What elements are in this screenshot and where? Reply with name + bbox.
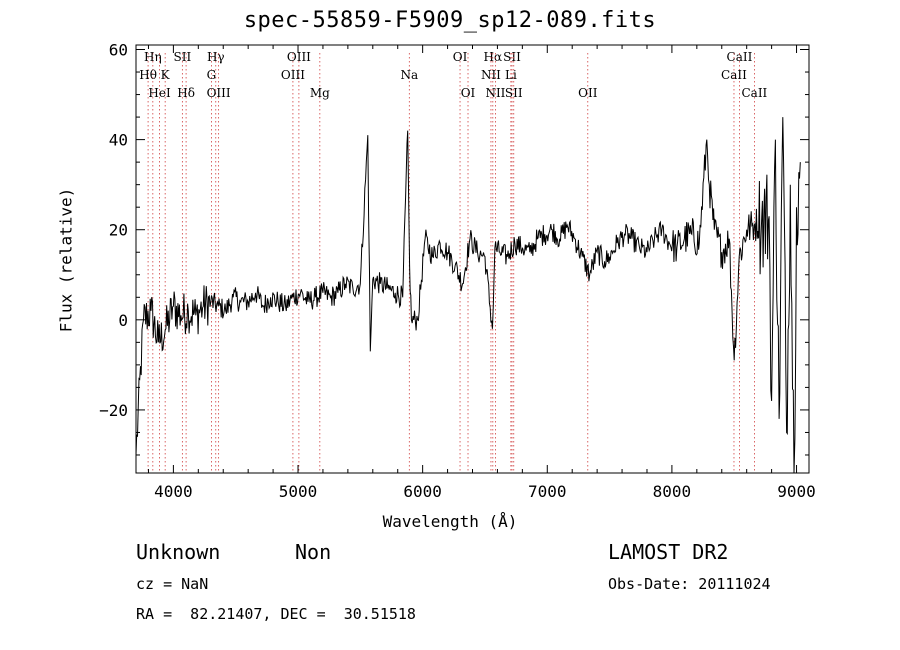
spectral-line-label: Hδ xyxy=(177,86,195,100)
spectral-line-label: SII xyxy=(503,50,521,64)
spectral-line-label: CaII xyxy=(727,50,753,64)
spectral-line-label: SII xyxy=(505,86,523,100)
survey-name: LAMOST DR2 xyxy=(608,540,729,564)
spectral-line-label: OI xyxy=(453,50,468,64)
spectral-line-label: NII xyxy=(481,68,501,82)
axis-ticks: 4000 5000 6000 7000 8000 9000 −20 0 20 40 60 xyxy=(99,41,816,501)
x-tick-label: 7000 xyxy=(528,482,567,501)
spectral-line-label: K xyxy=(161,68,171,82)
y-axis-label: Flux (relative) xyxy=(56,187,76,333)
spectral-line-label: CaII xyxy=(721,68,747,82)
spectral-line-label: OI xyxy=(461,86,476,100)
y-tick-label: 60 xyxy=(109,41,128,60)
x-tick-label: 5000 xyxy=(279,482,318,501)
x-axis-label: Wavelength (Å) xyxy=(382,512,518,531)
spectral-line-label: Hη xyxy=(144,50,162,64)
chart-title: spec-55859-F5909_sp12-089.fits xyxy=(243,8,657,33)
spectral-line-label: Hα xyxy=(484,50,503,64)
object-class: Unknown xyxy=(136,540,221,564)
x-tick-label: 6000 xyxy=(403,482,442,501)
spectral-line-label: Hθ xyxy=(139,68,157,82)
spectral-line-label: Hγ xyxy=(207,50,225,64)
y-tick-label: 40 xyxy=(109,131,128,150)
spectral-line-label: SII xyxy=(174,50,192,64)
y-tick-label: 20 xyxy=(109,221,128,240)
plot-frame xyxy=(135,44,810,474)
observation-date: Obs-Date: 20111024 xyxy=(608,575,771,593)
spectral-line-label: Na xyxy=(400,68,418,82)
x-tick-label: 4000 xyxy=(154,482,193,501)
spectrum-series xyxy=(135,117,801,474)
spectral-line-label: G xyxy=(207,68,217,82)
spectral-line-label: OIII xyxy=(281,68,305,82)
spectral-line-label: HeI xyxy=(148,86,171,100)
x-tick-label: 8000 xyxy=(653,482,692,501)
y-tick-label: 0 xyxy=(118,311,128,330)
object-subclass: Non xyxy=(295,540,332,564)
spectral-line-label: CaII xyxy=(741,86,767,100)
spectral-line-label: Li xyxy=(505,68,517,82)
ra-dec-coordinates: RA = 82.21407, DEC = 30.51518 xyxy=(136,605,416,623)
x-tick-label: 9000 xyxy=(777,482,816,501)
y-tick-label: −20 xyxy=(99,401,128,420)
spectral-line-label: Mg xyxy=(310,86,330,100)
spectral-line-label: NII xyxy=(485,86,505,100)
spectrum-line xyxy=(135,117,801,474)
spectral-line-label: OII xyxy=(578,86,598,100)
spectral-line-label: OIII xyxy=(207,86,231,100)
spectral-line-label: OIII xyxy=(287,50,311,64)
redshift-cz: cz = NaN xyxy=(136,575,209,593)
